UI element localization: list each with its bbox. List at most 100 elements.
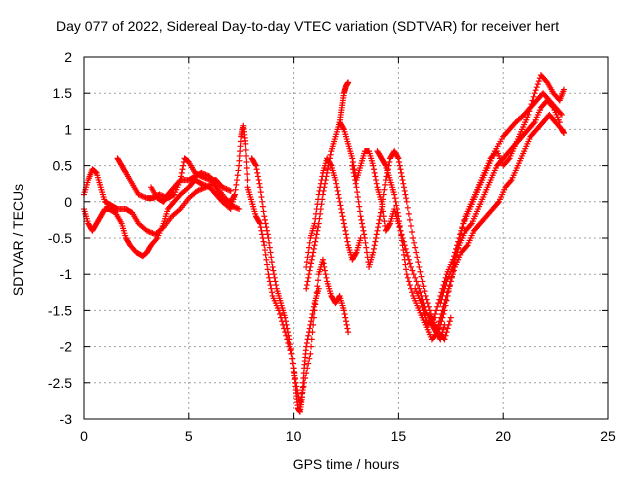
data-point-marker [377,213,384,220]
data-point-marker [314,283,321,290]
data-point-marker [394,206,401,213]
data-point-marker [293,383,300,390]
data-point-marker [282,329,289,336]
data-point-marker [276,311,283,318]
data-point-marker [404,204,411,211]
data-point-marker [359,220,366,227]
data-point-marker [304,278,311,285]
x-tick-label: 10 [286,428,302,444]
data-point-marker [279,318,286,325]
data-point-marker [401,187,408,194]
data-point-marker [407,222,414,229]
data-point-marker [370,166,377,173]
data-point-marker [319,256,326,263]
data-point-marker [252,161,259,168]
data-point-marker [306,239,313,246]
data-point-marker [372,238,379,245]
data-point-marker [402,261,409,268]
data-point-marker [269,263,276,270]
data-point-marker [399,242,406,249]
data-point-marker [254,173,261,180]
data-point-marker [312,301,319,308]
data-point-marker [463,243,470,250]
data-point-marker [404,274,411,281]
data-point-marker [179,166,186,173]
data-point-marker [406,216,413,223]
x-tick-label: 0 [80,428,88,444]
data-point-marker [305,244,312,251]
data-point-marker [244,171,251,178]
data-point-marker [337,202,344,209]
data-point-marker [407,263,414,270]
data-point-marker [410,235,417,241]
data-point-marker [270,267,277,274]
data-point-marker [280,321,287,328]
data-point-marker [310,321,317,328]
data-point-marker [243,165,250,172]
data-point-marker [422,292,429,299]
data-point-marker [263,224,270,231]
data-point-marker [261,242,268,249]
data-point-marker [417,289,424,296]
data-point-marker [370,162,377,169]
data-point-marker [268,285,275,292]
data-point-marker [281,325,288,332]
data-point-marker [391,191,398,198]
data-point-marker [227,187,234,194]
data-point-marker [289,355,296,362]
data-point-marker [263,256,270,263]
data-point-marker [340,125,347,132]
data-point-marker [146,228,153,235]
data-point-marker [343,235,350,241]
data-point-marker [356,203,363,210]
data-point-marker [288,350,295,357]
y-tick-label: -1.5 [48,302,72,318]
data-point-marker [257,224,264,231]
data-point-marker [262,251,269,258]
data-point-marker [341,224,348,231]
data-point-marker [373,231,380,238]
data-point-marker [343,318,349,325]
data-point-marker [258,227,265,234]
data-point-marker [403,195,410,202]
data-point-marker [332,177,339,184]
data-point-marker [311,220,318,227]
data-point-marker [400,184,407,191]
data-point-marker [308,318,315,325]
data-point-marker [530,93,537,100]
data-point-marker [259,231,266,238]
data-point-marker [304,254,311,261]
data-point-marker [266,244,273,251]
data-point-marker [394,154,401,161]
data-point-marker [393,202,400,209]
data-point-marker [306,325,313,332]
data-point-marker [229,203,236,210]
data-point-marker [405,210,412,217]
data-point-marker [451,256,458,263]
data-point-marker [235,167,242,174]
data-point-marker [344,325,351,332]
data-point-marker [351,173,358,180]
data-point-marker [396,218,403,225]
data-point-marker [253,166,260,173]
data-point-marker [261,216,268,223]
data-point-marker [234,177,241,184]
data-point-marker [195,187,202,194]
data-point-marker [528,101,535,108]
data-point-marker [349,162,356,169]
data-point-marker [286,343,293,350]
axis-ticks: 0 5 10 15 20 25 -3 -2.5 -2 -1.5 -1 -0.5 0 0.5 1 1.5 2 [48,49,616,444]
data-point-marker [260,238,267,245]
data-point-marker [265,271,272,278]
data-point-marker [292,379,299,386]
y-tick-label: 1.5 [53,85,73,101]
data-point-marker [440,289,447,296]
data-point-marker [220,184,227,191]
data-point-marker [373,180,380,187]
data-point-marker [433,307,440,314]
data-point-marker [338,209,345,216]
x-axis-label: GPS time / hours [292,456,400,472]
data-point-marker [202,171,209,178]
data-point-marker [334,187,341,194]
data-point-marker [386,158,393,165]
